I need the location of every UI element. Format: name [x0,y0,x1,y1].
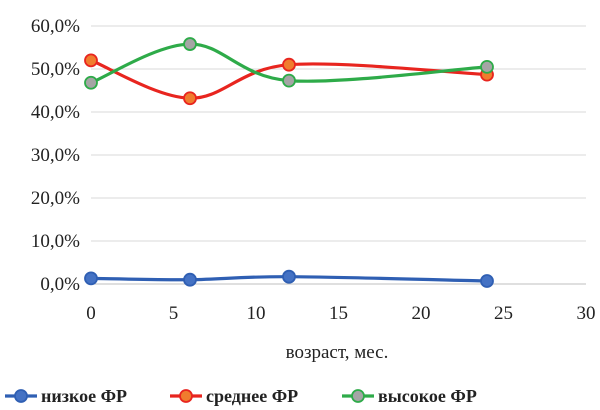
legend-marker-swatch [179,389,193,403]
legend-item: высокое ФР [342,386,477,406]
series-lines [89,42,489,283]
y-tick-label: 50,0% [31,59,80,80]
data-point [183,272,197,287]
legend-label: среднее ФР [206,386,298,406]
data-point [84,75,98,90]
legend-item: среднее ФР [170,386,298,406]
data-point [480,274,494,288]
legend-label: высокое ФР [378,386,477,406]
legend-marker-swatch [351,389,365,403]
x-tick-label: 0 [86,303,96,324]
x-tick-label: 15 [329,303,348,324]
legend-label: низкое ФР [41,386,127,406]
series-line-2 [89,58,489,100]
series-line-1 [89,275,489,283]
data-point [183,37,197,51]
series-line-3 [89,42,489,85]
legend: низкое ФР среднее ФР высокое ФР [5,386,477,406]
data-point [282,73,296,88]
data-point [480,59,494,74]
gridlines [91,25,586,242]
legend-item: низкое ФР [5,386,127,406]
y-tick-label: 10,0% [31,231,80,252]
x-axis-title: возраст, мес. [286,342,389,363]
x-tick-label: 30 [577,303,596,324]
data-markers [84,37,494,288]
x-tick-label: 25 [494,303,513,324]
x-tick-label: 5 [169,303,179,324]
y-tick-label: 30,0% [31,145,80,166]
x-tick-label: 20 [412,303,431,324]
x-tick-label: 10 [247,303,266,324]
y-tick-label: 20,0% [31,188,80,209]
y-tick-label: 0,0% [40,274,80,295]
data-point [84,53,98,68]
axes: 0,0% 10,0% 20,0% 30,0% 40,0% 50,0% 60,0% 0 5 10 15… [31,16,596,324]
legend-marker-swatch [14,389,28,403]
data-point [183,91,197,106]
y-tick-label: 40,0% [31,102,80,123]
data-point [282,269,296,284]
y-tick-label: 60,0% [31,16,80,37]
data-point [282,57,296,72]
data-point [84,271,98,286]
